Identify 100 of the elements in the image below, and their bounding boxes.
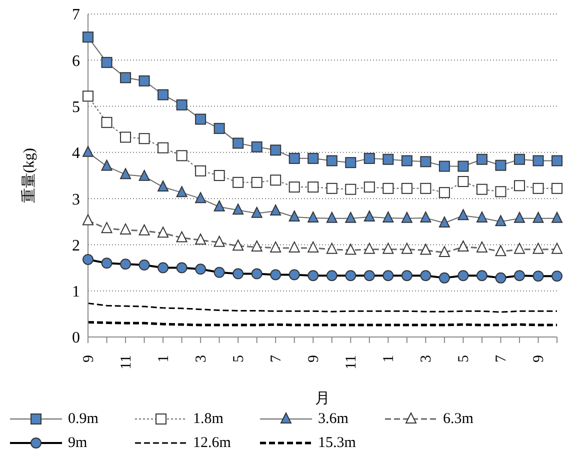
point — [552, 155, 562, 166]
y-tick-label: 6 — [72, 52, 80, 70]
point — [364, 152, 375, 164]
x-tick-label: 7 — [494, 354, 510, 362]
point — [364, 182, 375, 193]
point — [438, 160, 450, 172]
point — [270, 241, 282, 252]
point — [382, 182, 394, 194]
point — [420, 270, 432, 282]
point — [382, 211, 394, 222]
point — [345, 244, 356, 255]
point — [232, 176, 244, 188]
point — [458, 176, 469, 187]
point — [514, 180, 525, 192]
point — [345, 212, 356, 223]
point — [308, 211, 319, 222]
legend-label: 9m — [68, 434, 88, 452]
point — [326, 182, 338, 194]
x-axis-title: 月 — [315, 391, 330, 407]
x-tick-label: 9 — [81, 355, 97, 362]
point — [120, 258, 132, 270]
y-tick-label: 1 — [72, 284, 80, 301]
point — [420, 156, 432, 168]
y-tick-label: 0 — [72, 330, 80, 347]
point — [326, 270, 338, 282]
point — [476, 241, 488, 252]
point — [308, 241, 319, 252]
point — [420, 211, 432, 222]
point — [251, 206, 262, 218]
point — [345, 184, 356, 195]
point — [158, 262, 169, 274]
point — [214, 236, 225, 247]
point — [82, 254, 94, 265]
y-tick-label: 2 — [72, 237, 80, 254]
point — [364, 270, 375, 282]
point — [176, 186, 188, 198]
x-tick-label: 3 — [418, 355, 435, 362]
y-tick-label: 3 — [72, 191, 80, 208]
y-tick-label: 4 — [72, 145, 80, 162]
point — [176, 99, 188, 110]
point — [308, 182, 319, 193]
point — [326, 242, 338, 254]
point — [214, 200, 225, 212]
point — [552, 182, 562, 194]
point — [532, 155, 544, 166]
line-series — [87, 302, 558, 313]
point — [82, 214, 94, 226]
point — [438, 272, 450, 284]
legend-label: 12.6m — [193, 434, 231, 452]
legend-label: 1.8m — [193, 410, 224, 428]
point — [195, 264, 206, 275]
point — [214, 170, 225, 181]
point — [514, 154, 525, 165]
point — [82, 32, 94, 43]
point — [476, 184, 488, 195]
point — [101, 258, 112, 269]
x-tick-label: 9 — [306, 355, 322, 362]
point — [214, 122, 225, 134]
y-tick-label: 7 — [72, 6, 80, 24]
point — [214, 266, 225, 278]
point — [270, 204, 282, 216]
point — [476, 211, 488, 222]
point — [345, 157, 356, 168]
point — [158, 142, 169, 154]
point — [232, 204, 244, 215]
point — [382, 242, 394, 254]
point — [532, 270, 544, 282]
point — [176, 150, 188, 162]
point — [120, 223, 132, 234]
point — [101, 116, 112, 128]
point — [326, 212, 338, 223]
point — [270, 144, 282, 156]
y-tick-label: 5 — [72, 98, 80, 116]
x-tick-label: 1 — [381, 355, 398, 362]
point — [420, 244, 432, 255]
point — [82, 90, 94, 102]
point — [438, 187, 450, 198]
point — [364, 210, 375, 222]
point — [176, 262, 188, 274]
x-tick-label: 11 — [344, 355, 360, 370]
point — [138, 170, 150, 181]
point — [195, 165, 206, 176]
point — [532, 242, 544, 254]
y-axis-title: 重量(kg) — [20, 148, 38, 203]
x-tick-label: 5 — [231, 355, 248, 362]
point — [232, 268, 244, 280]
point — [401, 155, 412, 166]
point — [120, 72, 132, 84]
point — [176, 231, 188, 242]
point — [158, 180, 169, 192]
point — [532, 212, 544, 223]
point — [438, 246, 450, 258]
point — [288, 241, 300, 252]
point — [476, 270, 488, 282]
point — [195, 192, 206, 204]
point — [401, 182, 412, 194]
point — [120, 132, 132, 143]
point — [458, 240, 469, 252]
x-tick-label: 7 — [268, 354, 285, 362]
point — [288, 182, 300, 193]
